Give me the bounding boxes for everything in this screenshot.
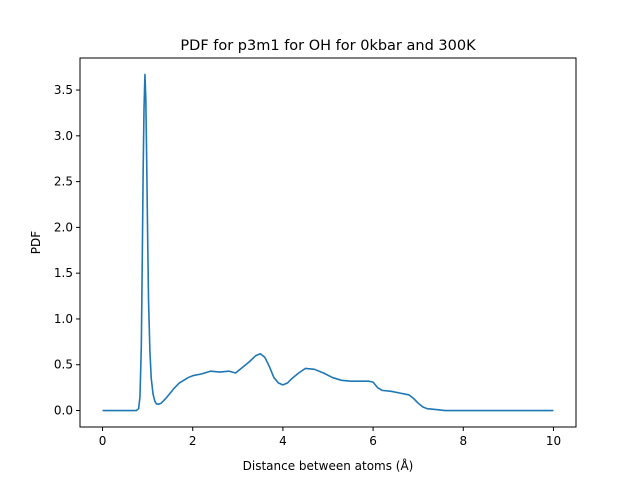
plot-frame [79,57,577,428]
y-axis-label: PDF [29,231,43,254]
x-tick-label: 0 [99,434,107,448]
y-tick-label: 0.5 [54,358,73,372]
y-tick-label: 3.5 [54,83,73,97]
x-tick-label: 10 [546,434,561,448]
x-tick-label: 8 [459,434,467,448]
x-axis: 0 2 4 6 8 10 [99,427,561,448]
series-line-0 [102,73,554,412]
y-tick-label: 3.0 [54,129,73,143]
chart-title: PDF for p3m1 for OH for 0kbar and 300K [180,38,476,54]
x-axis-label: Distance between atoms (Å) [243,458,414,473]
y-tick-label: 2.5 [54,175,73,189]
y-tick-label: 2.0 [54,220,73,234]
y-tick-label: 0.0 [54,404,73,418]
x-tick-label: 2 [189,434,197,448]
x-tick-label: 6 [369,434,377,448]
series-layer [102,73,554,412]
y-tick-label: 1.5 [54,266,73,280]
x-tick-label: 4 [279,434,287,448]
y-tick-label: 1.0 [54,312,73,326]
y-axis: 0.0 0.5 1.0 1.5 2.0 2.5 3.0 3.5 [54,83,80,418]
plot-area [80,58,576,427]
